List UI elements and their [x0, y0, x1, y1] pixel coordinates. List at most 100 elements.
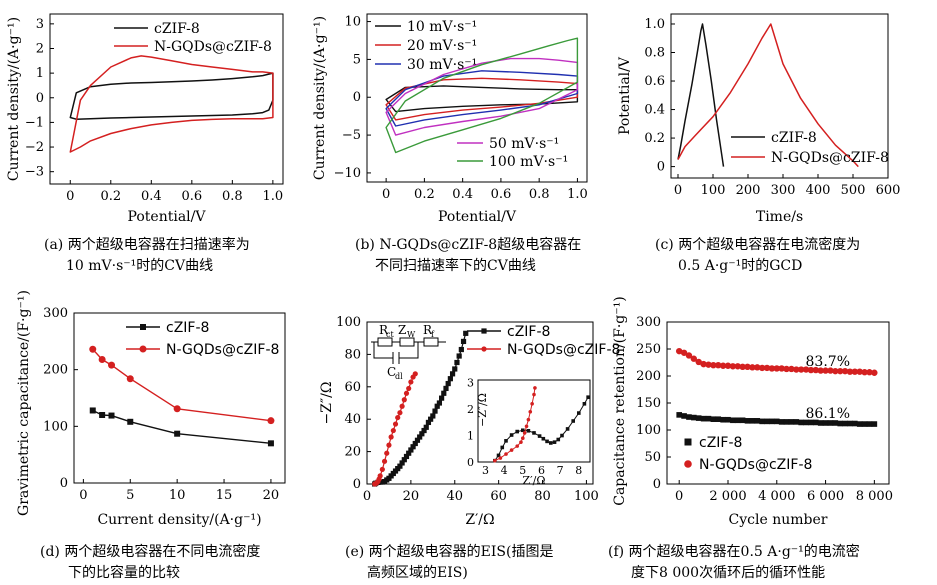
data-point-f-s0-21: [778, 419, 785, 425]
data-point-e-s1-18: [406, 385, 412, 392]
inset-x-tick-2: 5: [519, 464, 526, 477]
data-point-f-s1-29: [817, 367, 824, 374]
data-point-inset-s0-5: [515, 429, 519, 434]
data-point-inset-s1-7: [522, 431, 527, 435]
legend-d-czif8-marker: [140, 324, 146, 330]
data-point-f-s1-40: [871, 369, 878, 376]
data-point-f-s1-31: [827, 367, 834, 374]
legend-f-czif8-label: cZIF-8: [699, 435, 742, 451]
y-tick-label-e-4: 80: [344, 347, 361, 362]
legend-a-ngqds-label: N-GQDs@cZIF-8: [154, 39, 272, 55]
circuit-label-ct: ct: [386, 330, 394, 339]
data-point-e-s1-7: [381, 458, 388, 464]
data-point-f-s0-15: [749, 418, 756, 424]
data-point-e-s1-6: [379, 466, 385, 473]
legend-e-czif8-label: cZIF-8: [507, 324, 550, 340]
data-point-e-s1-15: [399, 403, 405, 409]
cv-curve-b-4: [385, 37, 579, 154]
data-point-d-s1-3: [126, 375, 134, 383]
data-point-e-s0-29: [434, 403, 440, 409]
gcd-curve-c-1: [677, 23, 859, 168]
x-tick-label-b-2: 0.4: [452, 187, 473, 202]
data-point-inset-s1-9: [526, 417, 531, 422]
legend-c-ngqds-label: N-GQDs@cZIF-8: [771, 150, 889, 166]
data-point-f-s1-23: [788, 365, 795, 373]
x-tick-label-c-1: 100: [701, 183, 726, 198]
circuit-rf: [423, 337, 439, 347]
inset-y-tick-2: 2: [467, 403, 474, 416]
y-tick-label-a-5: 2: [36, 41, 44, 56]
data-point-e-s0-24: [423, 424, 429, 430]
data-point-inset-s0-7: [526, 428, 531, 433]
y-axis-label-c: Potential/V: [617, 56, 633, 135]
y-tick-label-f-2: 100: [636, 423, 661, 438]
x-tick-label-d-1: 5: [126, 488, 134, 503]
circuit-label-f: f: [431, 330, 435, 339]
y-tick-label-c-2: 0.4: [644, 103, 665, 118]
y-tick-label-f-4: 200: [636, 369, 661, 384]
data-point-f-s1-1: [680, 349, 688, 356]
plot-frame-d: [73, 312, 286, 484]
y-tick-label-c-5: 1.0: [644, 17, 665, 32]
data-point-e-s1-10: [388, 434, 394, 440]
inset-y-tick-1: 1: [467, 430, 474, 443]
legend-b-50-label: 50 mV·s⁻¹: [489, 136, 559, 152]
data-point-e-s0-23: [421, 427, 427, 434]
legend-c-czif8-label: cZIF-8: [771, 130, 817, 146]
data-point-inset-s0-12: [549, 441, 553, 445]
data-point-f-s0-30: [822, 420, 829, 426]
data-point-e-s0-34: [445, 380, 451, 387]
y-tick-label-d-3: 300: [43, 306, 68, 321]
data-point-f-s1-17: [758, 364, 766, 372]
data-point-e-s0-25: [425, 419, 432, 426]
capacitance-line-d-0: [92, 409, 271, 444]
data-point-f-s0-19: [769, 418, 775, 425]
data-point-e-s0-26: [428, 416, 434, 422]
inset-x-tick-0: 3: [482, 464, 489, 477]
x-tick-label-d-0: 0: [79, 488, 87, 503]
cv-curve-b-1: [385, 77, 579, 121]
data-point-e-s0-39: [456, 353, 462, 359]
data-point-f-s0-25: [798, 419, 804, 426]
data-point-e-s0-18: [410, 444, 416, 450]
data-point-inset-s0-6: [521, 428, 525, 433]
legend-e-ngqds-label: N-GQDs@cZIF-8: [507, 342, 620, 358]
caption-e-line2: 高频区域的EIS): [367, 565, 468, 581]
x-tick-label-f-1: 2 000: [709, 489, 746, 504]
data-point-f-s0-7: [710, 416, 717, 422]
data-point-inset-s0-18: [577, 411, 581, 415]
data-point-f-s1-32: [832, 367, 839, 375]
data-point-inset-s0-3: [504, 439, 508, 443]
data-point-e-s0-30: [436, 400, 443, 406]
data-point-e-s0-19: [412, 440, 418, 447]
data-point-f-s0-12: [734, 417, 741, 424]
data-point-f-s1-34: [841, 367, 849, 375]
data-point-e-s0-12: [397, 463, 403, 469]
data-point-inset-s1-8: [524, 424, 529, 429]
data-point-e-s1-14: [397, 410, 403, 416]
legend-f-czif8-marker: [684, 438, 692, 446]
data-point-inset-s0-9: [537, 434, 542, 438]
y-tick-label-a-3: 0: [36, 91, 44, 106]
data-point-e-s0-32: [441, 390, 447, 396]
data-point-f-s0-28: [813, 419, 819, 426]
data-point-e-s1-5: [377, 473, 383, 479]
x-tick-label-d-3: 15: [216, 488, 233, 503]
inset-y-tick-0: 0: [467, 456, 474, 469]
x-tick-label-d-2: 10: [169, 488, 186, 503]
caption-d-line2: 下的比容量的比较: [68, 565, 180, 581]
circuit-label-z: Z: [398, 323, 406, 337]
data-point-d-s1-1: [98, 355, 106, 363]
data-point-d-s0-0: [89, 407, 96, 414]
x-axis-label-d: Current density/(A·g⁻¹): [97, 512, 261, 528]
y-tick-label-b-0: −10: [334, 166, 361, 181]
data-point-f-s0-32: [832, 420, 839, 426]
data-point-inset-s0-1: [496, 453, 501, 458]
data-point-inset-s1-10: [528, 409, 533, 414]
circuit-label-r2: R: [423, 323, 433, 337]
data-point-f-s0-14: [744, 418, 751, 424]
data-point-inset-s0-4: [509, 433, 514, 437]
x-tick-label-c-6: 600: [876, 183, 901, 198]
legend-d-ngqds-label: N-GQDs@cZIF-8: [166, 342, 279, 358]
